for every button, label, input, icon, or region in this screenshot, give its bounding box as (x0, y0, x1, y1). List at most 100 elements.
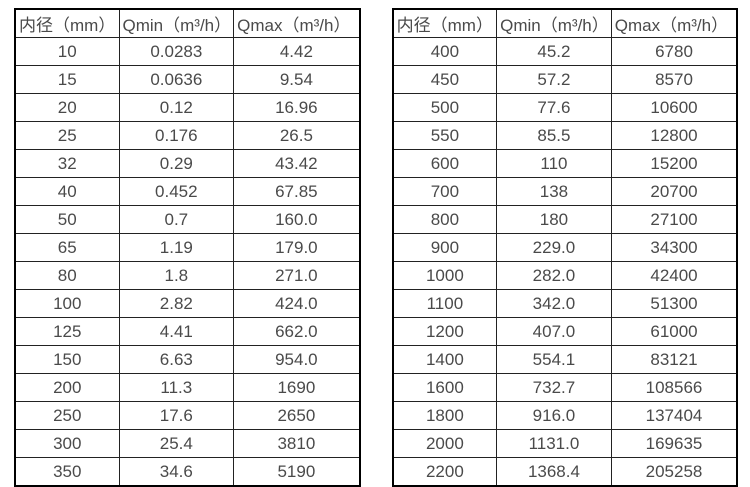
table-cell: 0.176 (118, 121, 235, 150)
table-cell: 424.0 (233, 289, 361, 318)
table-cell: 954.0 (233, 345, 361, 374)
table-cell: 110 (496, 149, 612, 178)
table-cell: 4.42 (233, 37, 361, 66)
table-cell: 1.8 (118, 261, 235, 290)
table-cell: 407.0 (496, 317, 612, 346)
table-cell: 0.0636 (118, 65, 235, 94)
table-cell: 125 (14, 317, 120, 346)
header-row: 内径（mm） Qmin（m³/h） Qmax（m³/h） (392, 8, 738, 38)
table-row: 200 11.3 1690 (14, 373, 361, 402)
table-cell: 0.29 (118, 149, 235, 178)
table-cell: 229.0 (496, 233, 612, 262)
table-cell: 732.7 (496, 373, 612, 402)
table-cell: 1131.0 (496, 429, 612, 458)
table-row: 150 6.63 954.0 (14, 345, 361, 374)
table-row: 400 45.2 6780 (392, 37, 738, 66)
table-cell: 2000 (392, 429, 498, 458)
table-cell: 250 (14, 401, 120, 430)
table-row: 700 138 20700 (392, 177, 738, 206)
table-cell: 1000 (392, 261, 498, 290)
table-row: 350 34.6 5190 (14, 457, 361, 487)
table-cell: 4.41 (118, 317, 235, 346)
column-header: Qmax（m³/h） (233, 8, 361, 38)
table-row: 450 57.2 8570 (392, 65, 738, 94)
table-cell: 80 (14, 261, 120, 290)
table-cell: 138 (496, 177, 612, 206)
table-cell: 25.4 (118, 429, 235, 458)
table-cell: 27100 (610, 205, 738, 234)
table-cell: 34300 (610, 233, 738, 262)
table-cell: 282.0 (496, 261, 612, 290)
column-header: 内径（mm） (392, 8, 498, 38)
table-row: 250 17.6 2650 (14, 401, 361, 430)
column-header: 内径（mm） (14, 8, 120, 38)
table-cell: 1200 (392, 317, 498, 346)
table-cell: 34.6 (118, 457, 235, 487)
flow-rate-tables-container: 内径（mm） Qmin（m³/h） Qmax（m³/h） 10 0.0283 4.42 15… (14, 8, 739, 487)
table-cell: 50 (14, 205, 120, 234)
table-row: 2200 1368.4 205258 (392, 457, 738, 487)
table-cell: 2200 (392, 457, 498, 487)
table-cell: 1600 (392, 373, 498, 402)
table-cell: 43.42 (233, 149, 361, 178)
table-cell: 300 (14, 429, 120, 458)
table-row: 2000 1131.0 169635 (392, 429, 738, 458)
table-cell: 350 (14, 457, 120, 487)
table-cell: 42400 (610, 261, 738, 290)
table-cell: 900 (392, 233, 498, 262)
table-cell: 17.6 (118, 401, 235, 430)
table-cell: 1.19 (118, 233, 235, 262)
table-cell: 20700 (610, 177, 738, 206)
table-cell: 271.0 (233, 261, 361, 290)
table-cell: 150 (14, 345, 120, 374)
table-cell: 20 (14, 93, 120, 122)
table-cell: 10 (14, 37, 120, 66)
table-cell: 180 (496, 205, 612, 234)
table-row: 15 0.0636 9.54 (14, 65, 361, 94)
table-cell: 9.54 (233, 65, 361, 94)
table-row: 600 110 15200 (392, 149, 738, 178)
table-cell: 0.12 (118, 93, 235, 122)
table-row: 1200 407.0 61000 (392, 317, 738, 346)
column-header: Qmin（m³/h） (496, 8, 612, 38)
table-cell: 1100 (392, 289, 498, 318)
table-cell: 450 (392, 65, 498, 94)
table-cell: 205258 (610, 457, 738, 487)
table-cell: 700 (392, 177, 498, 206)
table-cell: 2650 (233, 401, 361, 430)
column-header: Qmin（m³/h） (118, 8, 235, 38)
table-row: 20 0.12 16.96 (14, 93, 361, 122)
table-cell: 5190 (233, 457, 361, 487)
table-cell: 11.3 (118, 373, 235, 402)
table-cell: 25 (14, 121, 120, 150)
table-cell: 1800 (392, 401, 498, 430)
table-cell: 1368.4 (496, 457, 612, 487)
table-cell: 15200 (610, 149, 738, 178)
table-cell: 179.0 (233, 233, 361, 262)
table-cell: 57.2 (496, 65, 612, 94)
table-cell: 160.0 (233, 205, 361, 234)
table-row: 80 1.8 271.0 (14, 261, 361, 290)
flow-rate-table-right: 内径（mm） Qmin（m³/h） Qmax（m³/h） 400 45.2 6780 450… (391, 8, 739, 487)
table-cell: 800 (392, 205, 498, 234)
table-cell: 32 (14, 149, 120, 178)
table-cell: 8570 (610, 65, 738, 94)
table-cell: 100 (14, 289, 120, 318)
table-cell: 12800 (610, 121, 738, 150)
table-cell: 400 (392, 37, 498, 66)
table-cell: 45.2 (496, 37, 612, 66)
table-row: 25 0.176 26.5 (14, 121, 361, 150)
table-cell: 51300 (610, 289, 738, 318)
table-cell: 40 (14, 177, 120, 206)
table-row: 100 2.82 424.0 (14, 289, 361, 318)
table-cell: 600 (392, 149, 498, 178)
table-cell: 1400 (392, 345, 498, 374)
table-row: 550 85.5 12800 (392, 121, 738, 150)
table-row: 50 0.7 160.0 (14, 205, 361, 234)
table-cell: 662.0 (233, 317, 361, 346)
table-cell: 10600 (610, 93, 738, 122)
table-row: 1100 342.0 51300 (392, 289, 738, 318)
table-row: 65 1.19 179.0 (14, 233, 361, 262)
table-cell: 6780 (610, 37, 738, 66)
table-cell: 67.85 (233, 177, 361, 206)
